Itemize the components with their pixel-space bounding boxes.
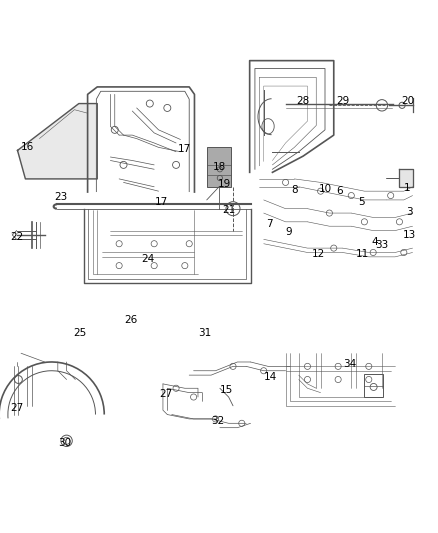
Text: 34: 34 (343, 359, 356, 369)
Text: 22: 22 (10, 232, 23, 242)
Text: 21: 21 (222, 205, 235, 215)
Text: 9: 9 (285, 228, 292, 237)
Text: 6: 6 (336, 186, 343, 196)
Text: 16: 16 (21, 142, 34, 152)
Text: 23: 23 (54, 192, 67, 203)
Text: 27: 27 (10, 402, 23, 413)
Bar (364, 374, 383, 397)
Text: 26: 26 (124, 315, 137, 325)
Text: 13: 13 (403, 230, 416, 240)
Text: 30: 30 (58, 438, 71, 448)
Text: 17: 17 (155, 197, 168, 207)
Text: 29: 29 (336, 96, 349, 106)
Text: 28: 28 (297, 96, 310, 106)
Text: 4: 4 (371, 237, 378, 247)
Text: 8: 8 (291, 185, 298, 195)
Text: 11: 11 (356, 249, 369, 259)
Bar (207, 147, 231, 187)
Polygon shape (399, 169, 413, 187)
Text: 25: 25 (73, 328, 86, 338)
Text: 20: 20 (402, 96, 415, 106)
Text: 1: 1 (404, 183, 411, 192)
Text: 15: 15 (220, 385, 233, 395)
Text: 32: 32 (212, 416, 225, 426)
Text: 24: 24 (141, 254, 155, 264)
Text: 19: 19 (218, 179, 231, 189)
Polygon shape (18, 103, 97, 179)
Text: 27: 27 (159, 390, 172, 399)
Text: 18: 18 (213, 161, 226, 172)
Text: 5: 5 (358, 197, 365, 207)
Text: 12: 12 (312, 249, 325, 259)
Text: 31: 31 (198, 328, 212, 338)
Text: 3: 3 (406, 207, 413, 217)
Text: 17: 17 (178, 144, 191, 154)
Text: 10: 10 (318, 183, 332, 193)
Text: 14: 14 (264, 372, 277, 382)
Text: 7: 7 (266, 219, 273, 229)
Text: 33: 33 (375, 240, 389, 251)
